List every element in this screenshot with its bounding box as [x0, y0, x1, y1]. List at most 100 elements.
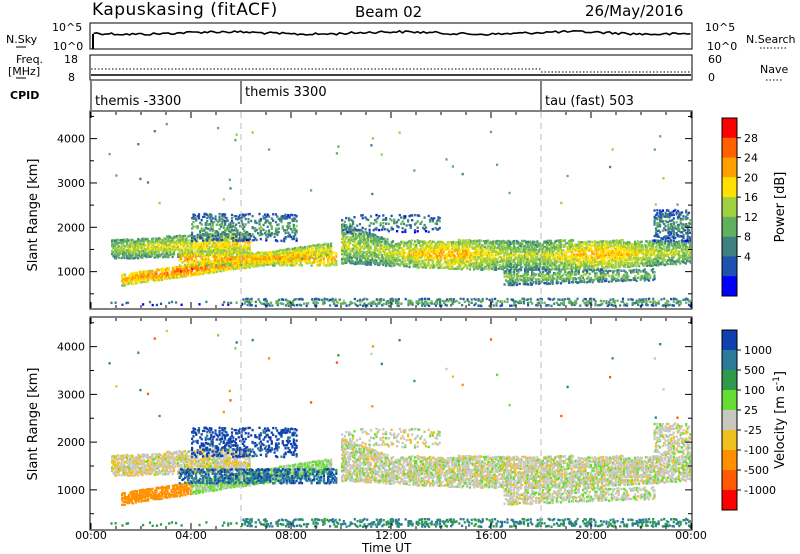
power-cell [569, 265, 572, 268]
power-cell [116, 247, 119, 250]
power-cell [226, 253, 229, 256]
power-cell [265, 239, 268, 242]
power-cell [528, 245, 531, 249]
power-cell [196, 215, 199, 218]
power-cell [142, 246, 145, 249]
power-cell [395, 301, 398, 304]
power-cell [364, 246, 367, 249]
power-cell [506, 242, 509, 245]
power-cell [437, 250, 440, 254]
power-cell [353, 262, 356, 266]
power-cell [354, 262, 357, 266]
power-cell [222, 249, 225, 252]
power-cell [252, 235, 256, 238]
power-cell [356, 254, 359, 257]
power-cell [201, 245, 204, 249]
power-cell [379, 262, 382, 265]
noise-left-label: N.Sky [6, 33, 38, 46]
power-cell [208, 222, 212, 226]
power-cell [325, 248, 329, 252]
power-cell [534, 266, 538, 269]
power-cell [452, 242, 455, 245]
power-cell [393, 258, 396, 261]
power-cell [218, 217, 221, 221]
power-cell [179, 257, 183, 261]
power-cell [281, 256, 284, 259]
power-cell [507, 264, 510, 267]
power-cell [243, 214, 246, 217]
power-cell [329, 254, 332, 257]
power-cell [174, 245, 177, 248]
power-cell [131, 247, 134, 250]
power-cell [567, 255, 571, 259]
power-cell [134, 280, 137, 283]
power-cell [121, 274, 124, 277]
power-cell [126, 256, 129, 260]
power-cell [287, 247, 290, 251]
power-cell [562, 265, 565, 269]
power-cell [574, 263, 577, 267]
power-cell [349, 302, 352, 305]
power-cell [501, 256, 505, 259]
power-cell [509, 304, 512, 307]
power-cell [434, 246, 437, 250]
power-cell [175, 235, 178, 238]
power-cell [386, 240, 389, 244]
power-cell [409, 261, 412, 264]
power-cell [566, 241, 569, 245]
power-cell [407, 301, 410, 305]
power-cell [595, 250, 598, 254]
power-cell [245, 246, 248, 249]
power-cell [251, 256, 254, 259]
power-cell [687, 300, 691, 303]
power-cell [229, 256, 232, 259]
power-cell [446, 252, 450, 255]
power-cell [550, 268, 553, 271]
power-cell [122, 248, 125, 251]
power-cell [383, 250, 386, 254]
power-cell [596, 256, 599, 260]
power-cell [232, 247, 235, 250]
power-cell [663, 297, 666, 300]
power-cell [258, 212, 261, 216]
power-cell [513, 304, 516, 307]
power-cell [164, 247, 167, 250]
power-cell [495, 304, 498, 307]
power-cell [216, 247, 220, 250]
power-cell [323, 299, 326, 302]
power-cell [233, 215, 236, 218]
power-cell [177, 253, 180, 256]
power-cell [530, 254, 533, 257]
power-cell [310, 264, 313, 267]
power-cell [602, 300, 605, 303]
power-cell [225, 245, 228, 248]
power-cell [317, 246, 320, 249]
power-cell [365, 260, 368, 264]
power-cell [306, 249, 309, 252]
power-cell [161, 256, 165, 259]
power-cell [208, 264, 211, 267]
power-cell [430, 242, 433, 245]
power-cell [323, 297, 326, 300]
power-cell [244, 217, 247, 221]
power-cell [422, 250, 425, 254]
power-cell [525, 266, 528, 269]
power-cell [177, 242, 180, 245]
power-cell [654, 304, 658, 307]
power-cell [426, 241, 429, 245]
power-cell [482, 254, 485, 257]
power-cell [188, 255, 191, 258]
power-cell [558, 249, 561, 252]
power-cell [375, 240, 378, 243]
power-cell [591, 240, 594, 244]
power-cell [276, 253, 279, 257]
power-cell [402, 256, 406, 260]
power-cell [497, 243, 500, 247]
power-cell [448, 263, 451, 266]
power-cell [143, 270, 146, 274]
power-cell [443, 300, 446, 303]
power-cell [444, 299, 447, 303]
power-cell [503, 258, 506, 261]
power-cell [534, 246, 538, 250]
freq-label-top: Freq. [16, 53, 43, 66]
